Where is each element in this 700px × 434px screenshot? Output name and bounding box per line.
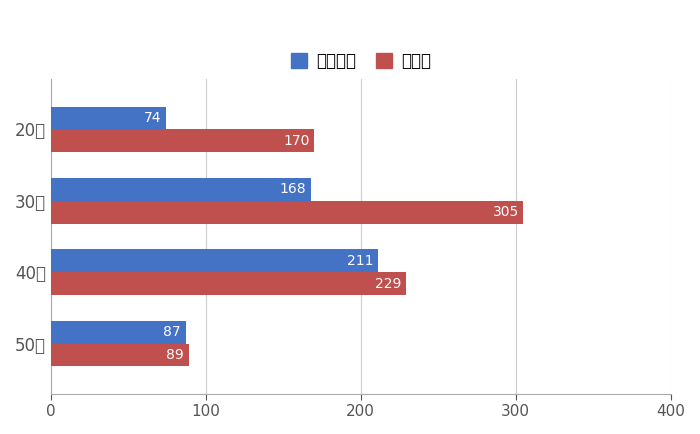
Legend: パソコン, スマホ: パソコン, スマホ bbox=[282, 44, 439, 79]
Text: 89: 89 bbox=[167, 348, 184, 362]
Bar bbox=[51, 344, 189, 366]
Bar bbox=[51, 201, 524, 224]
Bar bbox=[51, 272, 406, 295]
Text: 211: 211 bbox=[346, 254, 373, 268]
Text: 229: 229 bbox=[374, 276, 401, 291]
Bar bbox=[51, 178, 312, 201]
Text: 305: 305 bbox=[493, 205, 519, 219]
Text: 87: 87 bbox=[164, 325, 181, 339]
Text: 168: 168 bbox=[280, 182, 307, 197]
Text: 74: 74 bbox=[144, 111, 161, 125]
Bar bbox=[51, 107, 166, 129]
Text: 170: 170 bbox=[284, 134, 309, 148]
Bar bbox=[51, 321, 186, 344]
Bar bbox=[51, 129, 314, 152]
Bar bbox=[51, 250, 378, 272]
